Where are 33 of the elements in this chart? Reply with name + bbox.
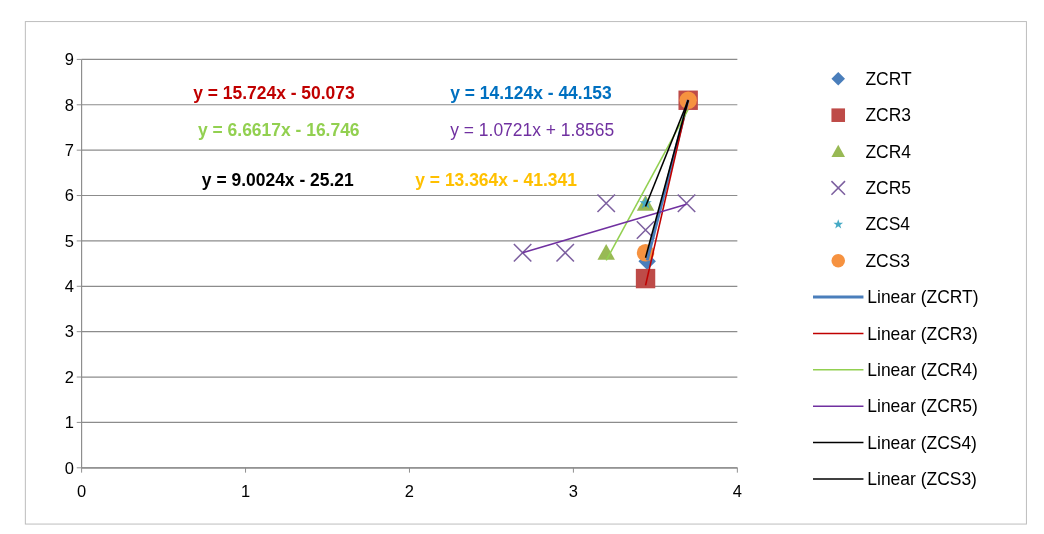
y-tick-label: 9 — [64, 50, 74, 69]
legend-label: ZCS3 — [865, 250, 911, 271]
legend-label: Linear (ZCS3) — [867, 469, 977, 490]
x-tick-label: 4 — [732, 481, 742, 500]
y-tick-label: 5 — [64, 231, 74, 250]
legend-label: ZCR3 — [865, 105, 911, 126]
legend-label: Linear (ZCS4) — [867, 432, 977, 453]
legend-label: ZCRT — [865, 68, 912, 89]
legend-label: Linear (ZCR3) — [867, 323, 978, 344]
annotation: y = 1.0721x + 1.8565 — [450, 120, 615, 141]
x-tick-label: 3 — [568, 481, 578, 500]
y-tick-label: 1 — [64, 413, 74, 432]
y-tick-label: 4 — [64, 277, 74, 296]
x-tick-label: 0 — [77, 481, 87, 500]
annotation: y = 13.364x - 41.341 — [415, 170, 578, 191]
legend-label: Linear (ZCR5) — [867, 396, 978, 417]
annotation: y = 14.124x - 44.153 — [450, 83, 613, 104]
legend-label: ZCR4 — [865, 141, 912, 162]
y-tick-label: 2 — [64, 367, 74, 386]
legend-label: ZCR5 — [865, 178, 911, 199]
annotation: y = 9.0024x - 25.21 — [201, 170, 355, 191]
y-tick-label: 3 — [64, 322, 74, 341]
annotation: y = 15.724x - 50.073 — [193, 83, 356, 104]
legend-label: Linear (ZCR4) — [867, 359, 978, 380]
legend-label: Linear (ZCRT) — [867, 287, 979, 308]
y-tick-label: 7 — [64, 140, 74, 159]
y-tick-label: 8 — [64, 95, 74, 114]
x-tick-label: 2 — [404, 481, 415, 500]
y-tick-label: 6 — [64, 186, 74, 205]
x-tick-label: 1 — [240, 481, 251, 500]
legend-label: ZCS4 — [865, 214, 911, 235]
annotation: y = 6.6617x - 16.746 — [198, 120, 360, 141]
y-tick-label: 0 — [64, 458, 74, 477]
